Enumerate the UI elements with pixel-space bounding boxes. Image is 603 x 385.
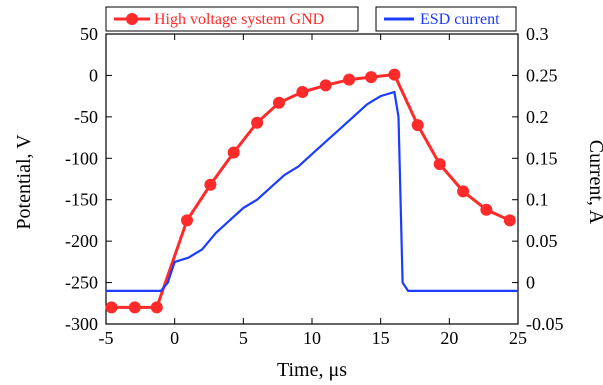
y-left-tick-label: -150 bbox=[65, 190, 98, 210]
y-left-tick-label: -250 bbox=[65, 273, 98, 293]
y-left-tick-label: -300 bbox=[65, 314, 98, 334]
current-series-line bbox=[106, 90, 518, 292]
y-right-tick-label: 0.2 bbox=[526, 107, 549, 127]
potential-data-point bbox=[273, 96, 285, 109]
potential-data-point bbox=[388, 68, 401, 81]
y-left-tick-label: -100 bbox=[65, 148, 98, 168]
y-axis-right-title: Current, A bbox=[585, 140, 603, 225]
potential-data-point bbox=[457, 185, 470, 198]
x-tick-label: 25 bbox=[509, 328, 527, 348]
plot-area: -5 0 5 10 15 20 25500-50-100-150-200-250-3000.… bbox=[65, 24, 564, 348]
potential-data-point bbox=[319, 79, 332, 92]
y-right-tick-label: -0.05 bbox=[526, 314, 564, 334]
y-axis-left-title: Potential, V bbox=[13, 134, 35, 230]
y-left-tick-label: 50 bbox=[80, 24, 98, 44]
x-tick-label: 5 bbox=[239, 328, 248, 348]
y-right-tick-label: 0.15 bbox=[526, 148, 558, 168]
y-right-tick-label: 0.25 bbox=[526, 65, 558, 85]
potential-data-point bbox=[433, 158, 446, 171]
x-tick-label: 20 bbox=[440, 328, 458, 348]
legend-left-label: High voltage system GND bbox=[154, 11, 324, 28]
potential-data-point bbox=[251, 116, 264, 129]
axis-ticks: -5 0 5 10 15 20 25500-50-100-150-200-250-3000.… bbox=[65, 24, 564, 348]
potential-data-point bbox=[411, 119, 424, 132]
legend-right-label: ESD current bbox=[420, 11, 500, 28]
x-axis-title: Time, μs bbox=[277, 359, 347, 381]
y-right-tick-label: 0.1 bbox=[526, 190, 549, 210]
y-right-tick-label: 0.3 bbox=[526, 24, 549, 44]
y-right-tick-label: 0.05 bbox=[526, 231, 558, 251]
potential-data-point bbox=[150, 301, 163, 314]
series-layer bbox=[105, 68, 518, 314]
legend-left: High voltage system GND bbox=[105, 6, 359, 32]
potential-data-point bbox=[128, 301, 141, 314]
potential-data-point bbox=[181, 214, 193, 227]
y-left-tick-label: -50 bbox=[74, 107, 98, 127]
x-tick-label: 0 bbox=[170, 328, 179, 348]
potential-data-point bbox=[503, 214, 516, 227]
potential-data-point bbox=[343, 73, 356, 86]
potential-data-point bbox=[204, 178, 217, 191]
x-tick-label: 10 bbox=[303, 328, 321, 348]
potential-data-point bbox=[296, 86, 309, 98]
legend-right: ESD current bbox=[375, 6, 517, 32]
y-left-tick-label: -200 bbox=[65, 231, 98, 251]
legend-left-marker bbox=[126, 13, 138, 25]
y-right-tick-label: 0 bbox=[526, 273, 535, 293]
x-tick-label: -5 bbox=[99, 328, 114, 348]
potential-data-point bbox=[480, 203, 493, 216]
y-left-tick-label: 0 bbox=[89, 65, 98, 85]
potential-data-point bbox=[227, 146, 240, 159]
potential-data-point bbox=[105, 301, 118, 314]
x-tick-label: 15 bbox=[372, 328, 390, 348]
potential-data-point bbox=[365, 71, 378, 84]
